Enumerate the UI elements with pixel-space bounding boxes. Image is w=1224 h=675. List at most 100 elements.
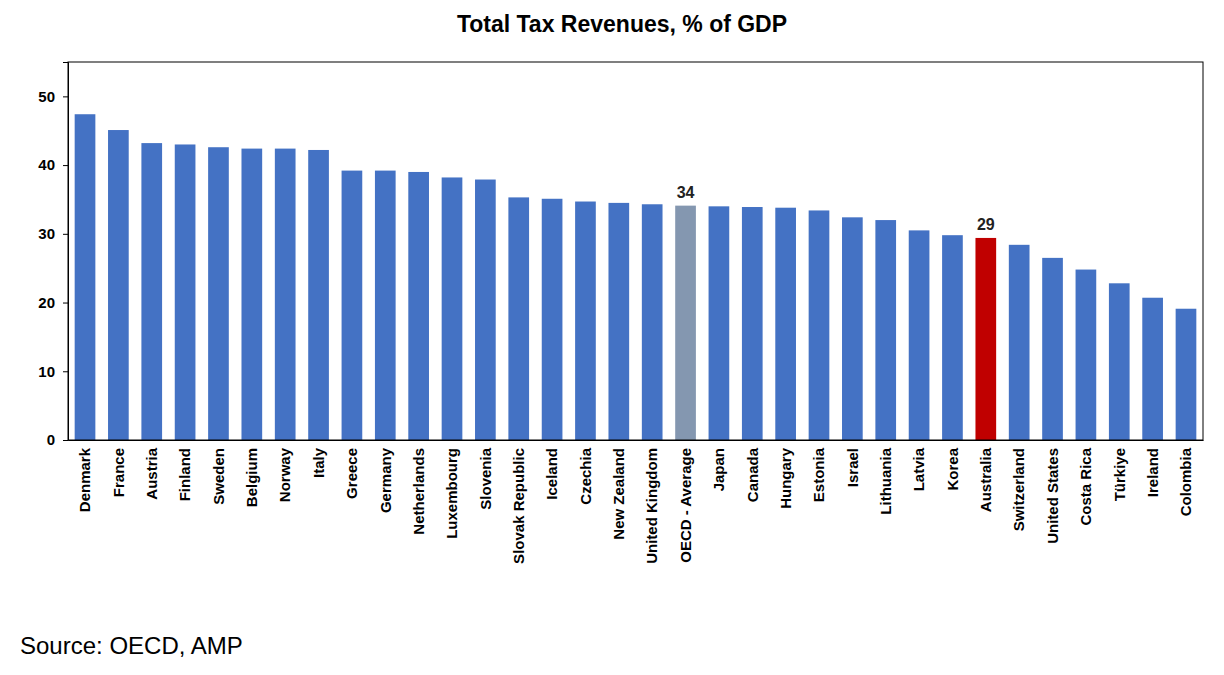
bar <box>108 130 129 440</box>
x-tick-label: Costa Rica <box>1077 447 1094 525</box>
y-tick-label: 40 <box>38 156 55 173</box>
x-tick: Germany <box>377 447 394 513</box>
x-tick-label: Japan <box>710 448 727 491</box>
x-tick-label: United Kingdom <box>643 448 660 564</box>
x-tick-label: Netherlands <box>410 448 427 535</box>
chart: Total Tax Revenues, % of GDP01020304050D… <box>0 0 1224 675</box>
y-tick-mark <box>63 96 68 97</box>
y-tick: 10 <box>38 363 68 380</box>
y-tick-mark <box>63 303 68 304</box>
source: Source: OECD, AMP <box>20 632 243 659</box>
x-tick: Austria <box>143 447 160 499</box>
x-tick: France <box>110 448 127 497</box>
x-axis-line <box>69 440 1204 441</box>
x-tick-label: Czechia <box>577 447 594 504</box>
x-tick: Italy <box>310 447 327 478</box>
bar <box>1042 258 1063 440</box>
bar <box>1009 245 1030 440</box>
x-tick: Colombia <box>1177 447 1194 516</box>
bar <box>508 197 529 440</box>
y-tick-mark <box>63 234 68 235</box>
bar <box>842 217 863 440</box>
x-tick-label: Finland <box>176 448 193 501</box>
x-tick: Latvia <box>910 447 927 491</box>
x-tick-label: Australia <box>977 447 994 512</box>
x-tick: Luxembourg <box>443 448 460 539</box>
x-tick-label: Germany <box>377 447 394 513</box>
y-tick-label: 30 <box>38 225 55 242</box>
annotation: 34 <box>677 184 695 201</box>
x-tick-label: Luxembourg <box>443 448 460 539</box>
bar <box>408 172 429 440</box>
bar <box>909 230 930 440</box>
y-tick: 0 <box>47 431 68 448</box>
bars <box>75 114 1197 440</box>
bar <box>575 202 596 440</box>
y-axis-line <box>63 63 69 441</box>
y-axis: 0 10 20 30 40 50 <box>38 63 68 449</box>
x-tick-label: Switzerland <box>1010 448 1027 531</box>
x-tick-label: Colombia <box>1177 447 1194 516</box>
x-tick: Costa Rica <box>1077 447 1094 525</box>
x-tick: Estonia <box>810 447 827 502</box>
x-tick: Türkiye <box>1111 448 1128 501</box>
x-tick: United States <box>1044 448 1061 544</box>
x-tick-label: Lithuania <box>877 447 894 514</box>
x-tick-label: United States <box>1044 448 1061 544</box>
x-tick-label: Slovak Republic <box>510 448 527 564</box>
x-axis: Denmark France Austria Finland Sweden Belgium… <box>69 441 1204 564</box>
bar <box>141 143 162 440</box>
x-tick: Korea <box>944 447 961 490</box>
bar <box>775 208 796 440</box>
bar <box>608 203 629 440</box>
x-tick-label: Türkiye <box>1111 448 1128 501</box>
x-tick: Australia <box>977 447 994 512</box>
bar <box>742 207 763 440</box>
x-tick: Norway <box>276 447 293 502</box>
x-tick-label: France <box>110 448 127 497</box>
bar <box>542 199 563 440</box>
x-tick: Czechia <box>577 447 594 504</box>
bar <box>342 171 363 440</box>
y-tick: 50 <box>38 88 68 105</box>
y-tick-label: 20 <box>38 294 55 311</box>
x-tick-label: Sweden <box>210 448 227 505</box>
x-tick: Denmark <box>76 447 93 512</box>
x-tick-label: Greece <box>343 448 360 499</box>
x-tick-label: Hungary <box>777 447 794 509</box>
bar <box>875 220 896 440</box>
bar <box>241 149 262 440</box>
y-tick-label: 10 <box>38 363 55 380</box>
bar <box>442 177 463 440</box>
x-tick: Iceland <box>543 448 560 500</box>
x-tick-label: Norway <box>276 447 293 502</box>
annotations: 34 29 <box>677 184 995 233</box>
x-tick: Slovenia <box>477 447 494 509</box>
annotation: 29 <box>977 216 995 233</box>
bar <box>642 204 663 440</box>
y-tick: 30 <box>38 225 68 242</box>
y-tick: 20 <box>38 294 68 311</box>
x-tick: Ireland <box>1144 448 1161 497</box>
x-tick: Belgium <box>243 448 260 507</box>
bar <box>942 235 963 440</box>
bar <box>208 147 229 440</box>
x-tick: Sweden <box>210 448 227 505</box>
y-tick-mark <box>63 440 68 441</box>
bar <box>1076 270 1097 440</box>
x-tick-label: Estonia <box>810 447 827 502</box>
bar <box>975 238 996 440</box>
bar <box>675 206 696 440</box>
bar <box>75 114 96 440</box>
bar <box>1109 283 1130 440</box>
y-tick-label: 50 <box>38 88 55 105</box>
bar <box>275 149 296 440</box>
x-tick: Canada <box>744 447 761 502</box>
bar <box>475 180 496 440</box>
x-tick-label: Korea <box>944 447 961 490</box>
bar <box>809 210 830 440</box>
x-tick: Hungary <box>777 447 794 509</box>
x-tick-label: OECD - Average <box>677 448 694 563</box>
x-tick: Israel <box>844 448 861 487</box>
x-tick: Switzerland <box>1010 448 1027 531</box>
